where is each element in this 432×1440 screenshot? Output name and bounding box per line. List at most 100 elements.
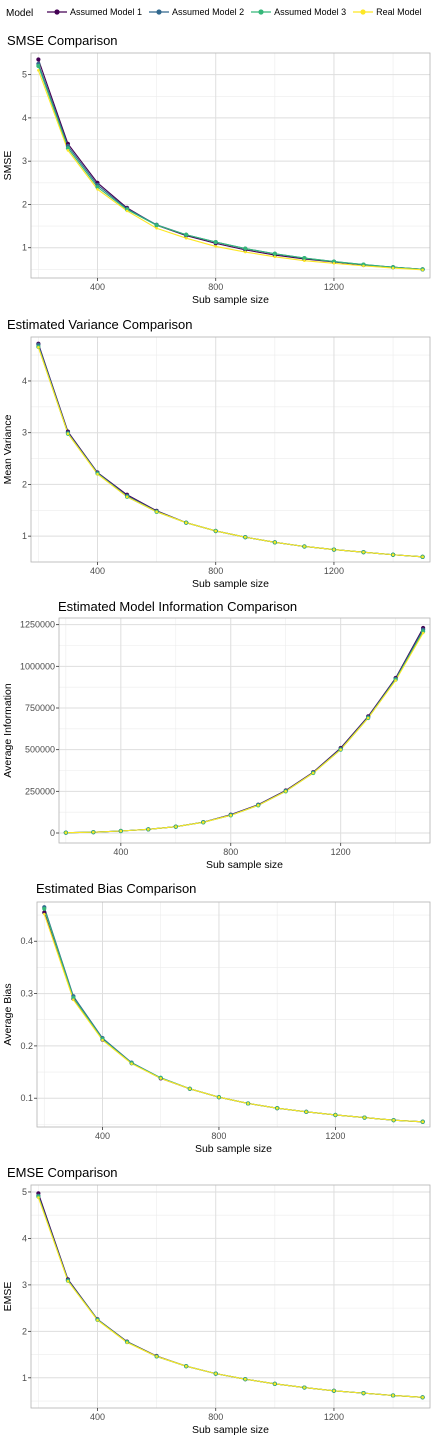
grid [37,902,430,1127]
data-point-real-model [421,631,425,635]
y-tick-label: 1 [22,243,27,253]
data-point-real-model [155,1355,158,1358]
y-tick-label: 4 [22,376,27,386]
data-point-real-model [421,1120,425,1124]
y-tick-label: 0 [50,828,55,838]
data-point-real-model [96,1318,99,1322]
data-point-real-model [184,1364,188,1368]
series-line-assumed-model-2 [65,629,424,834]
series-line-real-model [43,913,423,1123]
series-points-assumed-model-1 [42,910,425,1124]
x-tick-label: 1200 [324,1412,344,1422]
series-points-real-model [37,1196,424,1399]
y-tick-label: 1 [22,1373,27,1383]
variance-comparison-chart: 400 800 1200 1 2 3 4 Estimated Variance Compari… [2,317,431,590]
series-points-real-model [64,631,425,834]
data-point-assumed-model-3 [42,906,47,911]
series-line-assumed-model-2 [37,1195,423,1398]
series-points-real-model [37,346,424,559]
data-point-real-model [125,209,129,213]
series-points-assumed-model-3 [42,906,425,1124]
data-point-real-model [332,1389,336,1393]
y-tick-label: 2 [22,199,27,209]
data-point-real-model [332,548,336,551]
y-tick-label: 1000000 [20,661,55,671]
series-line-assumed-model-3 [37,65,423,270]
legend-label-assumed-model-1: Assumed Model 1 [70,7,143,17]
chart-legend: Model Assumed Model 1 Assumed Model 2 As… [0,0,432,30]
data-point-real-model [125,1341,129,1344]
legend-key-real-model [353,9,374,15]
grid [31,337,430,562]
data-point-real-model [125,495,129,499]
data-point-real-model [229,814,233,817]
data-point-assumed-model-3 [243,246,248,251]
chart-title: Estimated Variance Comparison [7,317,192,332]
legend-item-real-model: Real Model [352,5,422,19]
data-point-real-model [273,255,277,259]
legend-key-assumed-model-2 [149,9,170,15]
data-point-assumed-model-3 [71,995,76,1000]
data-point-real-model [304,1110,308,1114]
data-point-real-model [273,1382,277,1386]
series-points-assumed-model-1 [36,341,425,559]
data-point-real-model [246,1102,250,1105]
y-tick-label: 2 [22,479,27,489]
data-point-assumed-model-3 [272,251,277,256]
y-tick-label: 3 [22,1280,27,1290]
data-point-real-model [363,1116,366,1119]
series-points-assumed-model-1 [36,1191,425,1400]
x-axis-label: Sub sample size [192,1424,269,1436]
legend-item-assumed-model-1: Assumed Model 1 [46,5,142,19]
chart-title: EMSE Comparison [7,1165,118,1180]
data-point-assumed-model-3 [154,223,159,228]
data-point-real-model [37,69,40,72]
data-point-real-model [119,829,123,833]
y-tick-label: 1 [22,531,27,541]
series-line-assumed-model-1 [37,59,423,270]
data-point-real-model [362,264,365,268]
series-points-assumed-model-3 [63,629,426,835]
data-point-real-model [66,1279,70,1283]
data-point-real-model [201,821,205,824]
grid [31,53,430,278]
data-point-assumed-model-3 [213,239,218,245]
x-tick-label: 1200 [324,566,344,576]
y-axis-label: Average Information [2,683,14,778]
data-point-real-model [147,828,150,831]
x-tick-label: 800 [208,1412,223,1422]
y-tick-label: 4 [22,113,27,123]
data-point-real-model [332,261,336,265]
series-points-real-model [37,69,424,272]
series-points-real-model [42,912,425,1124]
data-point-real-model [37,1196,40,1199]
x-tick-label: 1200 [324,282,344,292]
series-points-assumed-model-2 [36,1193,425,1400]
y-tick-label: 5 [22,1187,27,1197]
data-point-assumed-model-1 [36,57,41,62]
series-line-assumed-model-1 [43,912,423,1123]
data-point-real-model [273,541,277,544]
legend-label-assumed-model-2: Assumed Model 2 [172,7,245,17]
data-point-real-model [66,149,70,152]
x-tick-label: 400 [113,847,128,857]
series-line-assumed-model-2 [43,907,423,1123]
x-axis-label: Sub sample size [192,578,269,590]
data-point-real-model [243,250,247,254]
data-point-real-model [92,830,95,834]
data-point-real-model [366,716,370,720]
series-line-assumed-model-3 [37,1196,423,1398]
legend-label-assumed-model-3: Assumed Model 3 [274,7,347,17]
y-tick-label: 250000 [25,786,55,796]
y-tick-label: 0.3 [20,989,33,999]
data-point-real-model [339,748,342,751]
data-point-real-model [284,790,288,793]
x-tick-label: 400 [90,282,105,292]
data-point-real-model [303,259,306,262]
series-line-assumed-model-1 [37,343,423,558]
y-tick-label: 4 [22,1233,27,1243]
y-tick-label: 500000 [25,745,55,755]
y-axis-label: SMSE [2,151,14,181]
data-point-real-model [155,226,158,230]
x-tick-label: 400 [90,1412,105,1422]
